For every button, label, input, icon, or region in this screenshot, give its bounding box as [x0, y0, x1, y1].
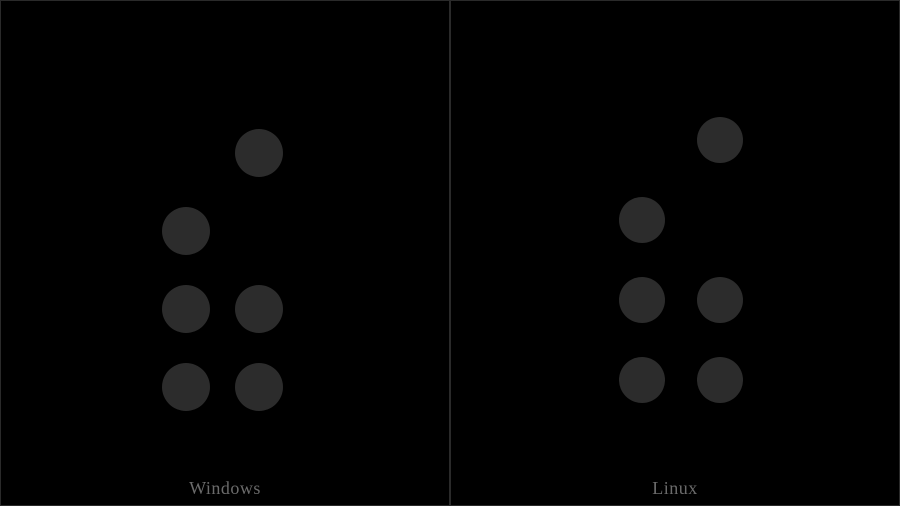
caption-linux: Linux: [451, 478, 899, 499]
glyph-linux: [451, 1, 899, 505]
braille-dot: [697, 117, 743, 163]
panel-linux: Linux: [450, 0, 900, 506]
braille-dot: [697, 357, 743, 403]
braille-dot: [235, 129, 283, 177]
panel-windows: Windows: [0, 0, 450, 506]
glyph-windows: [1, 1, 449, 505]
braille-dot: [619, 197, 665, 243]
braille-dot: [235, 363, 283, 411]
caption-windows: Windows: [1, 478, 449, 499]
braille-dot: [162, 363, 210, 411]
braille-dot: [619, 277, 665, 323]
braille-dot: [697, 277, 743, 323]
braille-dot: [235, 285, 283, 333]
braille-dot: [162, 285, 210, 333]
braille-dot: [162, 207, 210, 255]
braille-dot: [619, 357, 665, 403]
